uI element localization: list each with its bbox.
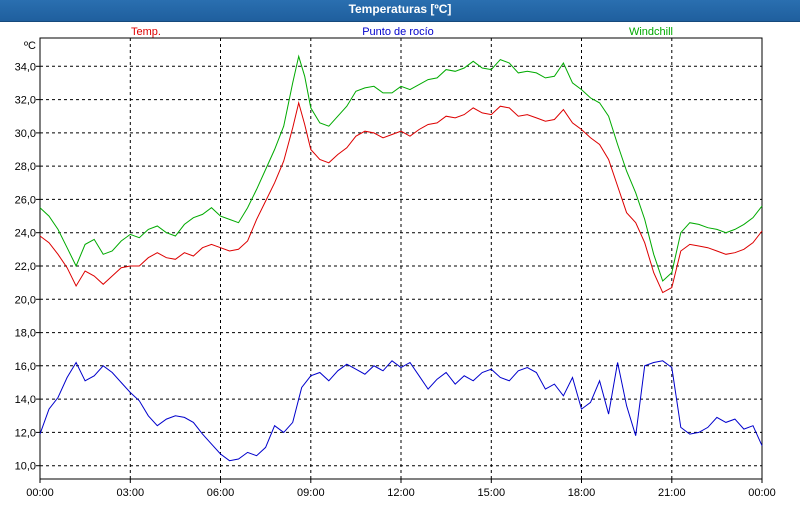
legend-entry: Windchill bbox=[629, 26, 673, 38]
series-line bbox=[39, 360, 763, 462]
y-tick-label: 18,0 bbox=[15, 328, 36, 340]
x-tick-time-label: 12:00 bbox=[387, 487, 415, 499]
y-tick-label: 34,0 bbox=[15, 61, 36, 73]
temperature-chart: 10,0 12,0 14,0 16,0 18,0 20,0 22,0 24,0 26,0 28,0… bbox=[15, 26, 784, 505]
chart-title: Temperaturas [ºC] bbox=[348, 2, 452, 16]
legend: Temp. Punto de rocío Windchill bbox=[131, 26, 673, 38]
x-tick-time-label: 18:00 bbox=[568, 487, 596, 499]
chart-area: 10,0 12,0 14,0 16,0 18,0 20,0 22,0 24,0 26,0 28,0… bbox=[0, 22, 800, 505]
x-tick-time-label: 00:00 bbox=[26, 487, 54, 499]
legend-entry: Temp. bbox=[131, 26, 161, 38]
y-tick-label: 26,0 bbox=[15, 194, 36, 206]
grid bbox=[40, 38, 762, 479]
y-tick-label: 32,0 bbox=[15, 95, 36, 107]
x-tick-time-label: 21:00 bbox=[658, 487, 686, 499]
x-tick-time-label: 15:00 bbox=[478, 487, 506, 499]
x-tick-time-label: 03:00 bbox=[117, 487, 145, 499]
y-axis: 10,0 12,0 14,0 16,0 18,0 20,0 22,0 24,0 26,0 28,0… bbox=[15, 61, 40, 473]
series-line bbox=[39, 100, 763, 294]
y-tick-label: 16,0 bbox=[15, 361, 36, 373]
legend-entry: Punto de rocío bbox=[362, 26, 434, 38]
y-tick-label: 22,0 bbox=[15, 261, 36, 273]
x-tick-time-label: 00:00 bbox=[748, 487, 776, 499]
x-tick-time-label: 09:00 bbox=[297, 487, 325, 499]
y-axis-unit: ºC bbox=[24, 40, 36, 52]
x-axis: 00:0007/08/2603:0007/08/2606:0007/08/260… bbox=[19, 479, 783, 505]
series-line bbox=[39, 54, 763, 282]
series-group bbox=[39, 54, 763, 462]
y-tick-label: 14,0 bbox=[15, 394, 36, 406]
x-tick-time-label: 06:00 bbox=[207, 487, 235, 499]
y-tick-label: 30,0 bbox=[15, 128, 36, 140]
y-tick-label: 24,0 bbox=[15, 228, 36, 240]
y-tick-label: 28,0 bbox=[15, 161, 36, 173]
title-bar: Temperaturas [ºC] bbox=[0, 0, 800, 22]
y-tick-label: 20,0 bbox=[15, 294, 36, 306]
y-tick-label: 10,0 bbox=[15, 461, 36, 473]
y-tick-label: 12,0 bbox=[15, 427, 36, 439]
